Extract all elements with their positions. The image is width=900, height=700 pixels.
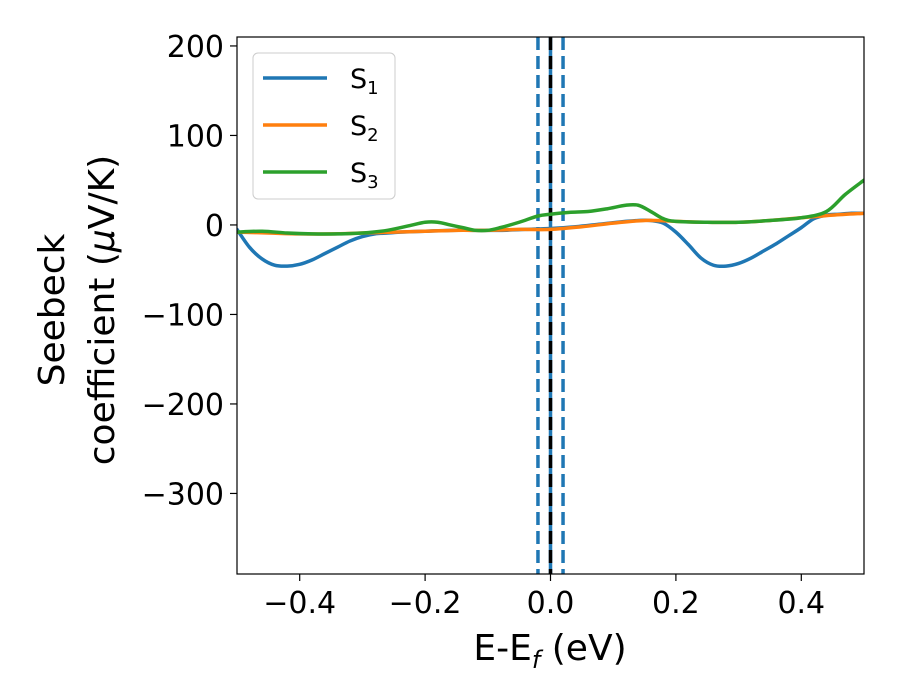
- y-tick-label: 100: [167, 119, 224, 154]
- x-tick-label: 0.2: [652, 586, 700, 621]
- series-line-s3: [237, 178, 864, 236]
- x-tick-label: 0.0: [527, 586, 575, 621]
- x-axis-label-unit: (eV): [540, 628, 626, 669]
- y-tick-label: −100: [142, 298, 224, 333]
- x-axis-label: E-Ef (eV): [473, 628, 626, 674]
- x-axis-ticks: −0.4 −0.2 0.0 0.2 0.4: [263, 574, 825, 621]
- y-tick-label: −300: [142, 477, 224, 512]
- fermi-level-lines: [536, 37, 565, 574]
- x-tick-label: −0.2: [389, 586, 462, 621]
- y-axis-label-line1: Seebeck: [32, 233, 73, 386]
- y-axis-label: Seebeck coefficient (μV/K): [32, 155, 123, 465]
- legend-label-s2: S2: [350, 111, 379, 146]
- y-axis-label-mu: μ: [82, 229, 123, 253]
- legend-label-s1: S1: [350, 64, 379, 99]
- y-axis-ticks: 200 100 0 −100 −200 −300: [142, 30, 237, 512]
- legend-label-s3: S3: [350, 158, 379, 193]
- y-tick-label: 0: [205, 209, 224, 244]
- x-tick-label: 0.4: [777, 586, 825, 621]
- y-tick-label: 200: [167, 30, 224, 65]
- y-axis-label-line2: coefficient (μV/K): [82, 155, 123, 465]
- legend: S1 S2 S3: [252, 52, 396, 200]
- x-tick-label: −0.4: [263, 586, 336, 621]
- series-group: [237, 178, 864, 269]
- y-tick-label: −200: [142, 388, 224, 423]
